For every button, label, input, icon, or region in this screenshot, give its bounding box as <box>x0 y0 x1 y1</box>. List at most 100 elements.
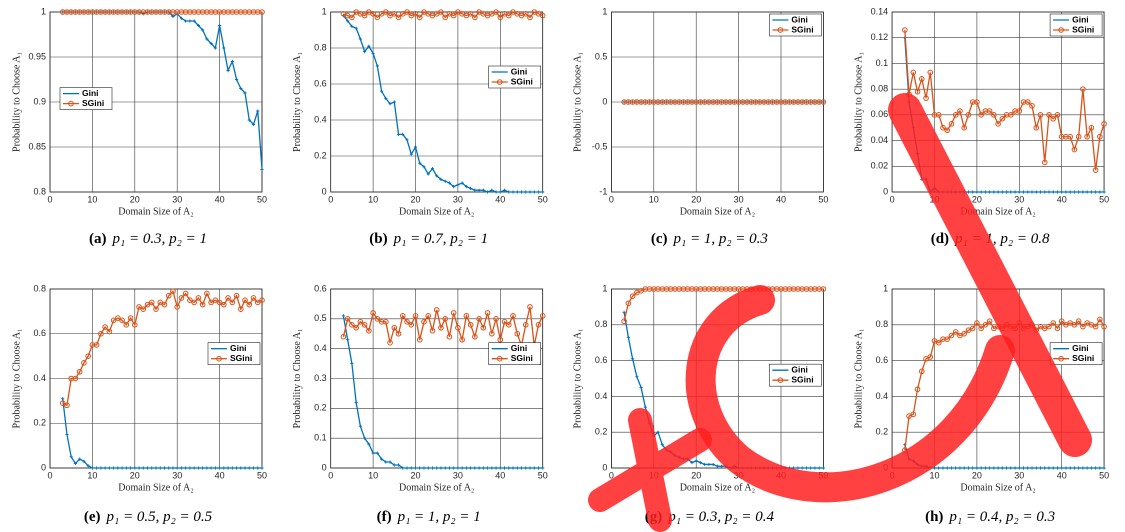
point <box>974 320 980 326</box>
point <box>1058 318 1065 325</box>
caption-label: (a) <box>89 231 107 247</box>
y-tick-label: 0.6 <box>33 328 46 338</box>
point <box>354 26 358 30</box>
point <box>1030 190 1034 194</box>
point <box>477 188 481 192</box>
x-axis-label: Domain Size of A₂ <box>118 482 193 493</box>
x-tick-label: 20 <box>972 194 982 204</box>
point <box>456 183 460 187</box>
y-tick-label: 0.95 <box>28 51 46 61</box>
point <box>522 11 529 17</box>
point <box>1013 466 1017 470</box>
x-tick-label: 20 <box>130 470 140 480</box>
caption: (f) p₁ = 1, p₂ = 1 <box>377 509 481 525</box>
point <box>1092 167 1099 173</box>
point <box>199 301 206 308</box>
point <box>439 177 443 181</box>
point <box>1080 86 1086 92</box>
point <box>387 339 393 346</box>
point <box>690 461 694 465</box>
point <box>484 310 491 316</box>
point <box>239 466 243 470</box>
point <box>1034 190 1038 194</box>
x-tick-label: 20 <box>130 194 140 204</box>
x-tick-label: 20 <box>972 470 982 480</box>
point <box>975 190 979 194</box>
x-axis-label: Domain Size of A₂ <box>680 482 755 493</box>
point <box>1046 323 1052 330</box>
point <box>396 132 401 136</box>
point <box>167 466 171 470</box>
point <box>490 188 494 192</box>
point <box>935 339 942 346</box>
point <box>999 115 1006 122</box>
x-tick-label: 40 <box>1057 470 1067 480</box>
y-axis-label: Probability to Choose A₁ <box>11 52 22 152</box>
point <box>363 436 367 440</box>
point <box>1021 190 1026 194</box>
point <box>1013 190 1017 194</box>
point <box>954 466 958 470</box>
x-tick-label: 30 <box>172 470 182 480</box>
point <box>443 466 447 470</box>
y-tick-label: 1 <box>41 6 46 16</box>
point <box>208 299 214 306</box>
point <box>148 299 155 306</box>
point <box>1026 190 1030 194</box>
legend-marker <box>777 377 784 383</box>
point <box>354 400 358 404</box>
point <box>477 466 481 470</box>
point <box>1051 190 1055 194</box>
point <box>505 322 512 328</box>
point <box>498 190 502 194</box>
point <box>820 286 827 292</box>
point <box>187 297 193 303</box>
point <box>694 459 698 463</box>
point <box>179 466 184 470</box>
point <box>171 466 175 470</box>
y-tick-label: 0.8 <box>33 283 46 293</box>
point <box>379 89 384 93</box>
point <box>395 14 402 21</box>
point <box>1055 466 1060 470</box>
legend-marker <box>777 27 784 33</box>
point <box>346 19 350 23</box>
legend-label: Gini <box>230 343 247 353</box>
point <box>914 88 921 95</box>
point <box>358 37 362 41</box>
point <box>184 19 188 23</box>
point <box>196 23 200 28</box>
legend-label: Gini <box>511 66 528 76</box>
point <box>447 466 452 470</box>
point <box>541 190 545 194</box>
point <box>256 466 260 470</box>
point <box>95 466 99 470</box>
point <box>1060 466 1064 470</box>
point <box>1077 190 1081 194</box>
point <box>144 301 151 308</box>
point <box>371 51 375 55</box>
point <box>81 360 87 366</box>
point <box>59 400 66 406</box>
point <box>476 316 482 322</box>
caption-label: (h) <box>925 509 943 525</box>
point <box>1092 323 1099 330</box>
x-axis-label: Domain Size of A₂ <box>960 206 1035 217</box>
point <box>218 466 222 470</box>
point <box>412 11 419 17</box>
point <box>178 295 185 301</box>
point <box>374 316 381 322</box>
point <box>1064 190 1068 194</box>
point <box>535 322 542 328</box>
point <box>391 11 398 17</box>
point <box>927 354 934 360</box>
x-tick-label: 0 <box>609 194 614 204</box>
point <box>226 68 230 73</box>
point <box>65 432 69 437</box>
point <box>99 466 103 470</box>
point <box>106 328 113 335</box>
point <box>528 190 532 194</box>
y-tick-label: 1 <box>322 6 327 16</box>
